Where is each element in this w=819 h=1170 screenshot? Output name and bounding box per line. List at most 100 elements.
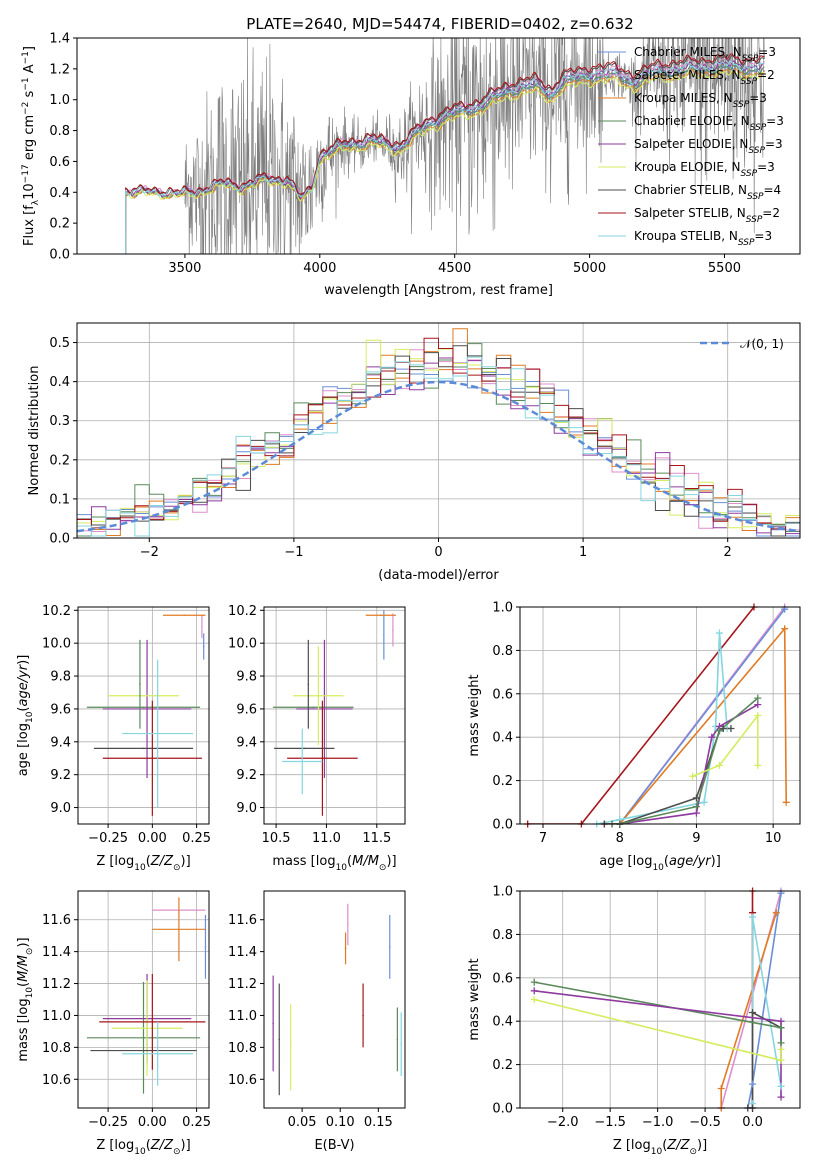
label-part: λ [31,199,41,205]
x-tick-label: 1 [579,545,587,560]
x-tick-label: −1.5 [594,1115,626,1130]
legend-text: Chabrier MILES, N [634,45,742,59]
x-tick-label: 0.0 [742,1115,763,1130]
legend-sub: SSP [746,215,763,225]
plus-marker [700,798,708,806]
legend-sub: SSP [741,77,758,87]
x-tick-label: 11.5 [362,831,391,846]
plus-marker [754,712,762,719]
x-tick-label: 4000 [303,261,336,276]
plot-area [272,903,402,1096]
label-part: Flux [f [22,205,37,246]
x-tick-label: 5000 [573,261,606,276]
data-point [204,946,207,948]
legend-sub: SSP [733,100,750,110]
label-part: )] [181,1138,191,1153]
plus-marker [777,1093,785,1101]
label-part: ⊙ [689,1147,697,1157]
x-tick-label: 0.00 [138,831,167,846]
y-tick-label: 0.8 [492,644,513,659]
data-point [344,947,347,950]
data-point [321,757,324,760]
legend-label: Salpeter ELODIE, NSSP=3 [634,137,783,156]
data-point [380,614,382,617]
data-point [142,1049,145,1052]
mass-weight-line [596,632,728,824]
y-tick-label: 10.8 [228,1041,257,1056]
x-tick-label: 0.25 [182,1115,211,1130]
label-part: age/yr [16,663,31,706]
y-tick-label: 0.8 [492,928,513,943]
x-axis-label: age [log10(age/yr)] [599,854,721,873]
plus-marker [754,694,762,702]
y-tick-label: 9.6 [50,702,71,717]
label-part: 10 [336,863,348,873]
y-tick-label: 0.0 [49,532,70,547]
y-tick-label: 10.2 [228,604,257,619]
plus-marker [692,809,700,817]
legend-text: =4 [764,183,782,197]
x-axis-label: wavelength [Angstrom, rest frame] [324,283,553,298]
x-tick-label: 5500 [708,261,741,276]
label-part: Z/Z [150,1138,174,1153]
y-tick-label: 11.6 [228,913,257,928]
legend-text: =2 [762,206,780,220]
x-tick-label: 3500 [168,261,201,276]
y-tick-label: 10.0 [42,637,71,652]
plus-marker [530,978,538,986]
y-tick-label: 0.6 [492,971,513,986]
legend-sub: SSP [738,238,755,248]
label-part: ⊙ [379,863,387,873]
y-tick-label: 9.8 [236,670,257,685]
legend-text: =3 [757,160,775,174]
label-part: erg cm [22,115,37,164]
plus-marker [777,1045,785,1053]
plot-area [86,614,206,816]
y-tick-label: 1.4 [49,32,70,47]
panel-age-vs-Z: −0.25 0.00 0.25 9.0 9.2 9.4 9.6 9.8 10.0 10.2 Z [l… [16,604,211,873]
legend-text: Kroupa MILES, N [634,91,733,105]
legend-text: Chabrier STELIB, N [634,183,747,197]
plus-marker [692,794,700,802]
label-part: ⊙ [25,948,35,956]
label-part: 10 [25,711,35,723]
y-tick-label: 11.6 [42,913,71,928]
plus-marker [727,725,735,733]
legend-label: Salpeter MILES, NSSP=2 [634,68,775,87]
y-tick-label: 0.6 [49,155,70,170]
label-part: 10 [134,863,146,873]
data-point [201,625,203,628]
plus-marker [777,1056,785,1064]
plus-marker [689,772,697,780]
y-axis-label: age [log10(age/yr)] [16,655,35,777]
data-point [146,1027,148,1030]
plot-frame [76,37,801,255]
x-tick-label: 9 [692,831,700,846]
label-part: 10 [22,183,37,200]
plus-marker [777,1017,785,1025]
plot-area [98,38,765,254]
plus-marker [530,987,538,995]
label-part: M/M [352,854,379,869]
data-point [142,747,145,750]
data-point [272,1022,274,1025]
data-point [178,928,180,931]
y-tick-label: 10.8 [42,1041,71,1056]
data-point [142,694,145,697]
label-part: Z [log [96,854,134,869]
plus-marker [719,725,727,733]
data-point [323,708,326,710]
data-point [151,1021,154,1023]
data-point [142,706,145,709]
data-point [142,1036,145,1039]
label-part: )] [386,854,396,869]
label-part: ⊙ [173,863,181,873]
y-tick-label: 1.0 [492,601,513,616]
y-tick-label: 0.5 [49,336,70,351]
y-axis-label: mass [log10(M/M⊙)] [16,937,35,1061]
legend-text: =3 [766,114,784,128]
plus-marker [749,1009,757,1017]
mass-weight-line [604,608,786,824]
label-part: E(B-V) [314,1138,354,1153]
